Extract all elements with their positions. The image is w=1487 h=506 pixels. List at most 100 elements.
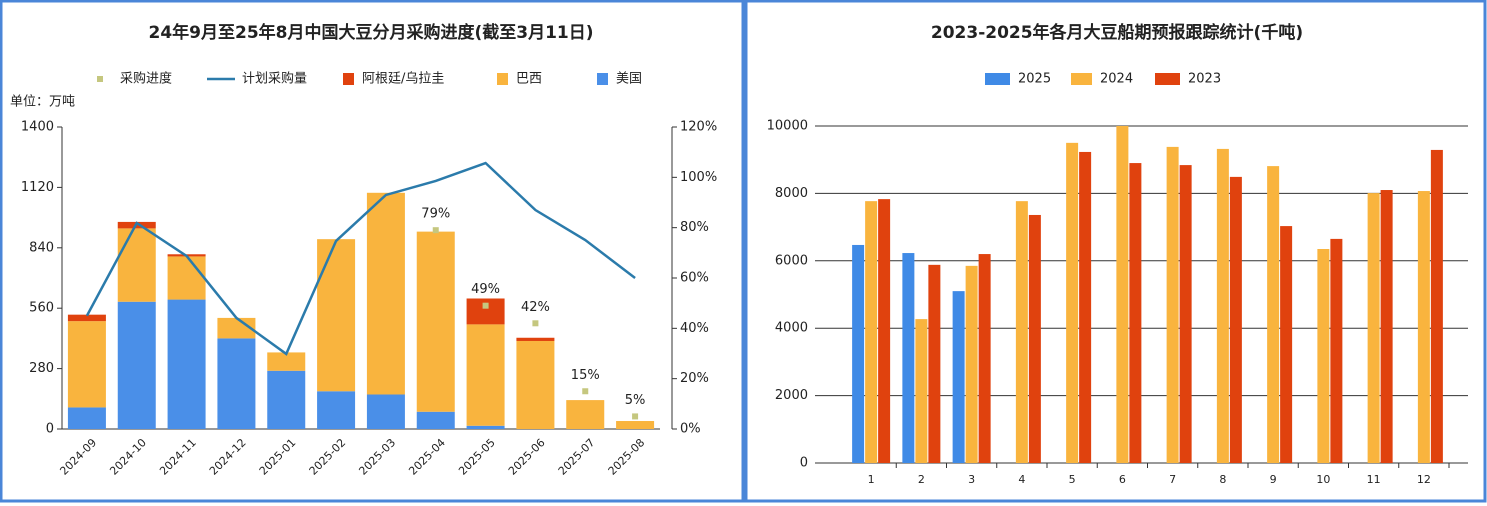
- bar: [952, 291, 965, 463]
- bar: [1116, 126, 1129, 463]
- y2-tick-label: 120%: [680, 120, 717, 135]
- bar: [978, 254, 991, 463]
- bar: [1216, 148, 1229, 463]
- bar-segment: [67, 407, 106, 429]
- bar-segment: [616, 421, 655, 429]
- bar-segment: [67, 314, 106, 322]
- bar: [1430, 149, 1443, 463]
- bar-segment: [466, 324, 505, 426]
- legend-swatch: [597, 73, 608, 85]
- y-tick-label: 560: [29, 301, 54, 316]
- legend-marker: [97, 76, 103, 82]
- bar: [1129, 163, 1142, 463]
- legend-label: 采购进度: [120, 71, 172, 87]
- legend-swatch: [497, 73, 508, 85]
- bar: [878, 199, 891, 463]
- y-tick-label: 280: [29, 361, 54, 376]
- y-tick-label: 2000: [775, 388, 808, 403]
- legend-label: 2024: [1100, 72, 1133, 87]
- bar-segment: [317, 239, 356, 392]
- bar-segment: [167, 256, 206, 300]
- bar-segment: [416, 231, 455, 412]
- bar-segment: [416, 411, 455, 429]
- bar-segment: [466, 425, 505, 429]
- x-tick-label: 1: [868, 473, 875, 486]
- bar: [965, 265, 978, 463]
- progress-marker: [632, 413, 639, 420]
- x-tick-label: 2024-11: [157, 436, 199, 478]
- bar-segment: [117, 228, 156, 302]
- progress-label: 42%: [521, 300, 550, 315]
- progress-marker: [482, 302, 489, 309]
- x-tick-label: 10: [1316, 473, 1330, 486]
- bar: [1417, 191, 1430, 463]
- left-panel-border: [0, 0, 745, 503]
- x-tick-label: 2025-08: [606, 436, 648, 478]
- plan-line: [85, 161, 636, 356]
- y-tick-label: 0: [800, 456, 808, 471]
- bar-segment: [217, 338, 256, 429]
- bar-segment: [566, 400, 605, 429]
- progress-label: 79%: [421, 207, 450, 222]
- legend-swatch: [1071, 73, 1092, 85]
- bar: [1367, 193, 1380, 464]
- legend-label: 计划采购量: [242, 71, 307, 87]
- y2-tick-label: 80%: [680, 220, 709, 235]
- bar: [1380, 190, 1393, 463]
- bar-segment: [366, 192, 405, 395]
- progress-label: 15%: [571, 368, 600, 383]
- y2-tick-label: 40%: [680, 321, 709, 336]
- chart-title: 2023-2025年各月大豆船期预报跟踪统计(千吨): [931, 22, 1303, 43]
- x-tick-label: 6: [1119, 473, 1126, 486]
- bar: [928, 264, 941, 463]
- bar: [1280, 226, 1293, 463]
- progress-marker: [432, 227, 439, 234]
- x-tick-label: 2025-06: [506, 436, 548, 478]
- bar-segment: [466, 298, 505, 325]
- bar: [1229, 176, 1242, 463]
- y2-tick-label: 20%: [680, 371, 709, 386]
- legend-label: 2025: [1018, 72, 1051, 87]
- legend-label: 阿根廷/乌拉圭: [362, 71, 444, 87]
- y2-tick-label: 0%: [680, 422, 701, 437]
- bar: [1317, 249, 1330, 463]
- y2-tick-label: 60%: [680, 271, 709, 286]
- bar: [1166, 146, 1179, 464]
- y-tick-label: 1120: [21, 180, 54, 195]
- bar-segment: [516, 337, 555, 341]
- y-tick-label: 6000: [775, 253, 808, 268]
- legend-label: 美国: [616, 72, 642, 87]
- bar: [852, 244, 865, 463]
- chart-title: 24年9月至25年8月中国大豆分月采购进度(截至3月11日): [149, 22, 594, 43]
- bar-segment: [67, 321, 106, 408]
- x-tick-label: 8: [1219, 473, 1226, 486]
- x-tick-label: 12: [1417, 473, 1431, 486]
- y-tick-label: 8000: [775, 186, 808, 201]
- y-tick-label: 840: [29, 240, 54, 255]
- bar-segment: [267, 370, 306, 429]
- x-tick-label: 2024-09: [57, 436, 99, 478]
- x-tick-label: 9: [1270, 473, 1277, 486]
- x-tick-label: 7: [1169, 473, 1176, 486]
- legend-swatch: [343, 73, 354, 85]
- progress-marker: [532, 320, 539, 327]
- x-tick-label: 2025-05: [456, 436, 498, 478]
- bar: [1028, 214, 1041, 463]
- x-tick-label: 2024-10: [107, 436, 149, 478]
- x-tick-label: 5: [1069, 473, 1076, 486]
- bar-segment: [516, 340, 555, 429]
- bar: [1330, 238, 1343, 463]
- legend-label: 巴西: [516, 72, 542, 87]
- progress-label: 5%: [625, 393, 646, 408]
- legend-swatch: [985, 73, 1010, 85]
- right-panel-border: [744, 0, 1487, 503]
- progress-marker: [582, 388, 589, 395]
- bar-segment: [117, 301, 156, 429]
- legend-label: 2023: [1188, 72, 1221, 87]
- bar-segment: [267, 352, 306, 371]
- x-tick-label: 2025-07: [556, 436, 598, 478]
- x-tick-label: 2025-04: [406, 436, 448, 478]
- bar-segment: [167, 299, 206, 429]
- bar: [1079, 151, 1092, 463]
